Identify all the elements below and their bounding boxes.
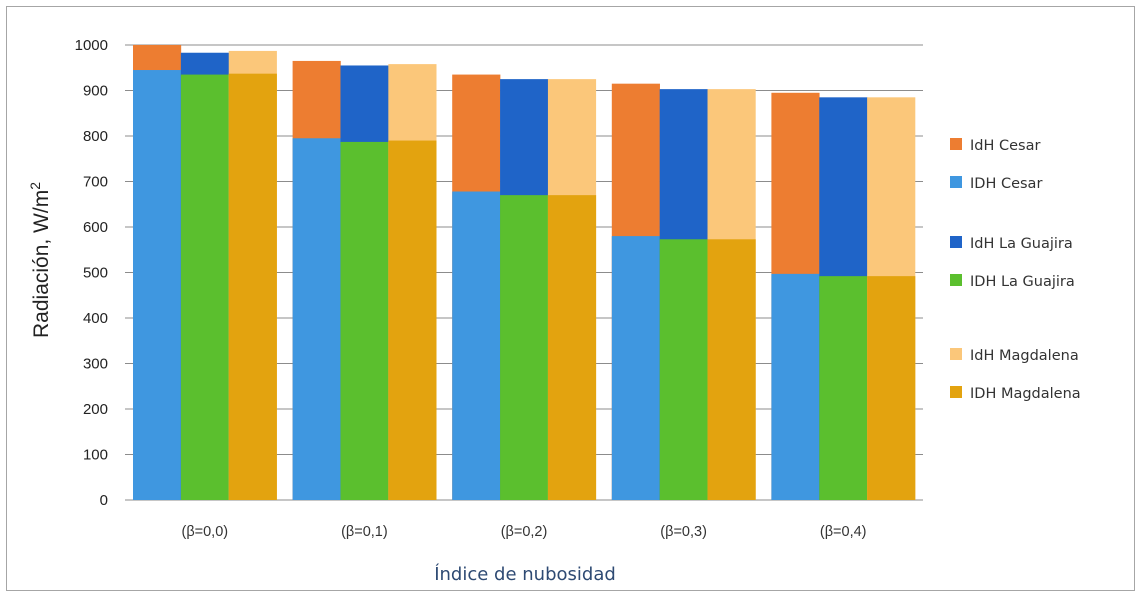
x-tick-label: (β=0,2) (501, 524, 548, 540)
y-tick-label: 500 (83, 265, 108, 282)
y-axis-label-text: Radiación, W/m (30, 190, 53, 338)
bar-idh-cesar-front (611, 236, 660, 500)
bar-idh-magdalena-front (228, 73, 277, 500)
legend-swatch (950, 386, 962, 398)
y-tick-label: 900 (83, 83, 108, 100)
legend-swatch (950, 274, 962, 286)
x-tick-label: (β=0,1) (341, 524, 388, 540)
bar-idh-la-guajira-front (819, 276, 868, 500)
y-tick-label: 0 (100, 492, 108, 509)
bar-idh-cesar-front (133, 70, 182, 501)
bar-idh-magdalena-front (707, 239, 756, 500)
x-tick-label: (β=0,3) (660, 524, 707, 540)
bar-idh-la-guajira-front (340, 141, 389, 501)
x-tick-label: (β=0,0) (181, 524, 228, 540)
y-tick-label: 700 (83, 174, 108, 191)
x-axis-label: Índice de nubosidad (434, 563, 616, 585)
legend-label: IdH Cesar (970, 138, 1040, 154)
legend-swatch (950, 236, 962, 248)
y-tick-label: 800 (83, 128, 108, 145)
legend-label: IdH La Guajira (970, 236, 1073, 252)
legend-swatch (950, 138, 962, 150)
legend-label: IDH La Guajira (970, 274, 1075, 290)
bar-idh-cesar-front (771, 273, 820, 500)
y-tick-label: 300 (83, 356, 108, 373)
bar-layer (133, 45, 916, 501)
bar-idh-cesar-front (452, 191, 501, 500)
y-tick-label: 200 (83, 401, 108, 418)
legend-label: IDH Cesar (970, 176, 1042, 192)
y-tick-label: 400 (83, 310, 108, 327)
y-axis-label-superscript: 2 (27, 182, 43, 190)
x-tick-labels: (β=0,0) (β=0,1) (β=0,2) (β=0,3) (β=0,4) (181, 524, 866, 540)
bar-idh-magdalena-front (388, 140, 437, 501)
y-axis-label: Radiación, W/m2 (27, 182, 53, 338)
legend-swatch (950, 348, 962, 360)
y-tick-label: 600 (83, 219, 108, 236)
bar-idh-la-guajira-front (180, 74, 230, 500)
y-tick-labels: 0 100 200 300 400 500 600 700 800 900 1000 (75, 37, 108, 509)
legend-swatch (950, 176, 962, 188)
y-tick-label: 100 (83, 447, 108, 464)
legend-label: IDH Magdalena (970, 386, 1081, 402)
bar-idh-la-guajira-front (500, 195, 549, 500)
bar-idh-la-guajira-front (659, 239, 708, 500)
legend-label: IdH Magdalena (970, 348, 1079, 364)
bar-idh-magdalena-front (867, 276, 916, 500)
x-tick-label: (β=0,4) (820, 524, 867, 540)
y-tick-label: 1000 (75, 37, 108, 54)
bar-idh-cesar-front (292, 138, 341, 500)
legend: IdH Cesar IDH Cesar IdH La Guajira IDH La G… (950, 138, 1081, 402)
bar-idh-magdalena-front (547, 195, 597, 500)
